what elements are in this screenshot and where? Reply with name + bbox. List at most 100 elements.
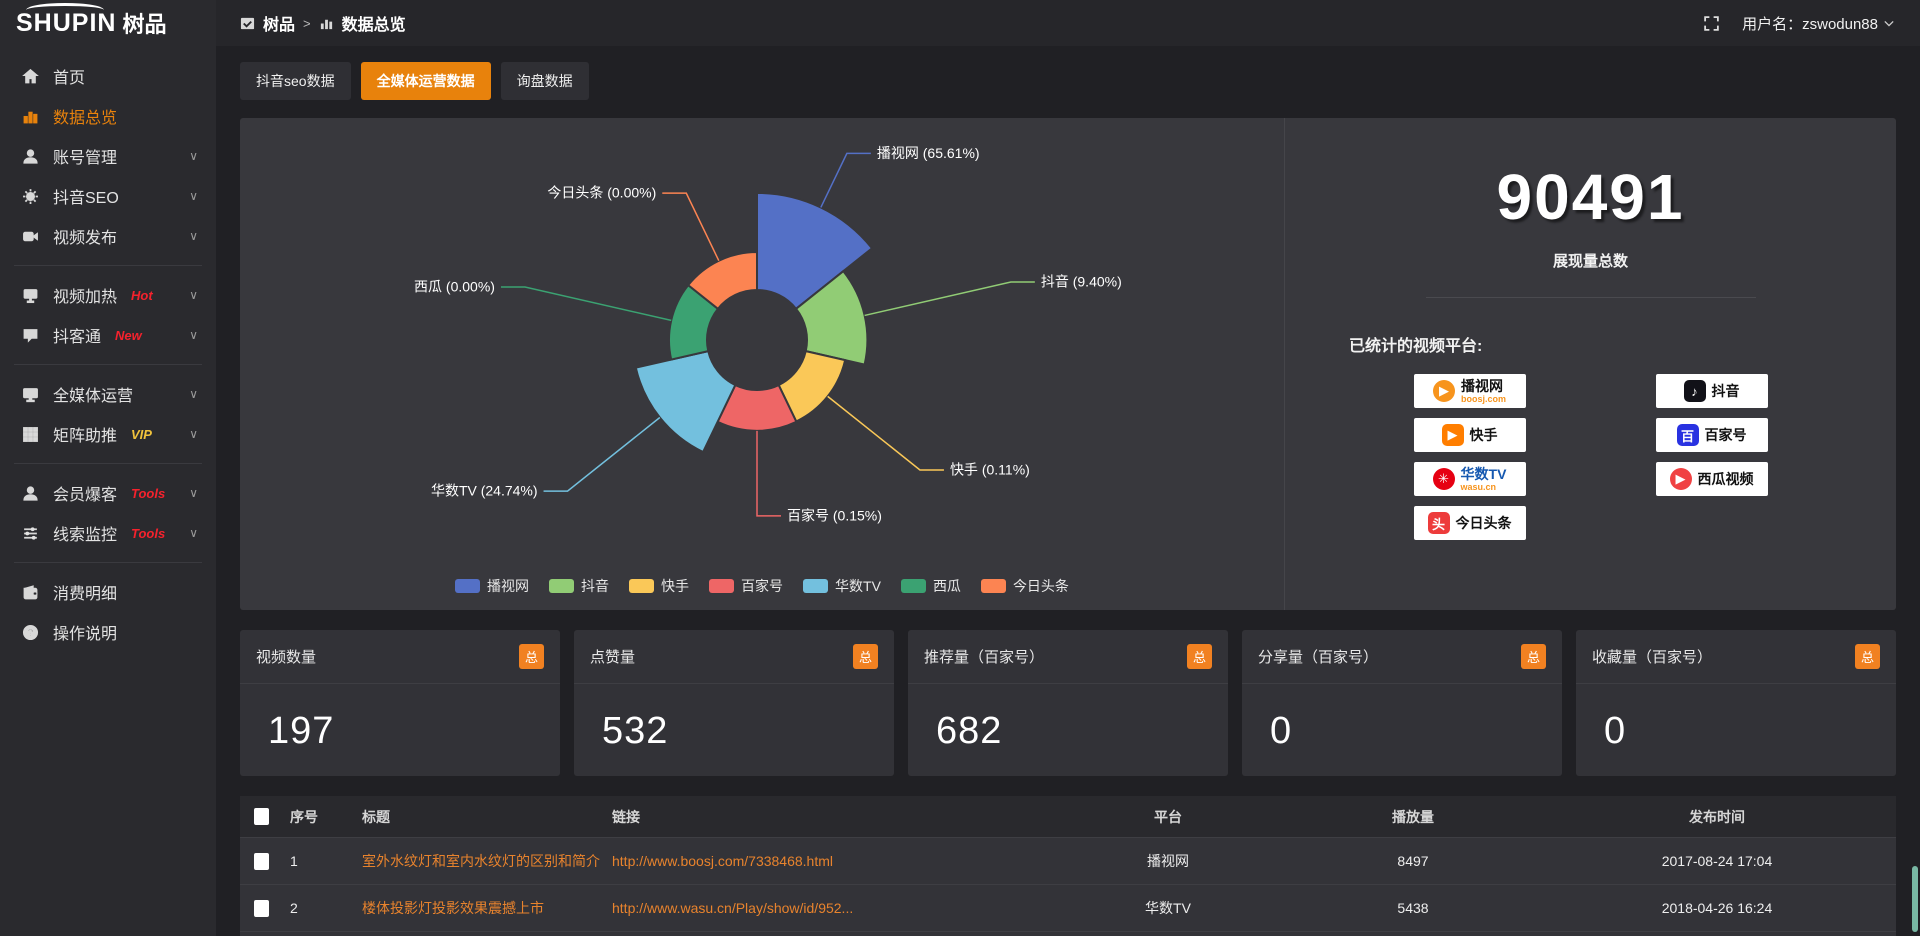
scrollbar-thumb[interactable] [1912, 866, 1918, 932]
user-menu[interactable]: 用户名：zswodun88 [1742, 13, 1894, 34]
sidebar-item-account-management[interactable]: 账号管理 ∨ [0, 136, 216, 176]
legend-item[interactable]: 百家号 [709, 576, 783, 596]
cell-no: 2 [290, 900, 298, 916]
cell-no: 1 [290, 853, 298, 869]
pie-slice-label: 西瓜 (0.00%) [414, 279, 495, 295]
card-value: 0 [1604, 710, 1627, 752]
board-icon [240, 17, 255, 29]
sidebar-item-lead-monitoring[interactable]: 线索监控 Tools ∨ [0, 513, 216, 553]
cell-plays: 5438 [1397, 900, 1429, 916]
main-content: 抖音seo数据 全媒体运营数据 询盘数据 播视网 (65.61%) 抖音 (9.4… [216, 46, 1920, 936]
sliders-icon [24, 526, 37, 540]
cell-title-link[interactable]: 楼体投影灯投影效果震撼上市 [362, 900, 544, 916]
baijiahao-logo-icon: 百 [1676, 424, 1699, 446]
cell-url-link[interactable]: http://www.wasu.cn/Play/show/id/952... [612, 900, 854, 916]
sidebar-item-member-baoke[interactable]: 会员爆客 Tools ∨ [0, 473, 216, 513]
select-all-checkbox[interactable] [254, 808, 269, 825]
tab-douyin-seo-data[interactable]: 抖音seo数据 [240, 62, 351, 100]
legend-item[interactable]: 抖音 [549, 576, 609, 596]
legend-swatch [629, 579, 655, 593]
legend-swatch [549, 579, 575, 593]
total-badge: 总 [519, 644, 544, 669]
sidebar-item-label: 会员爆客 [53, 487, 118, 504]
pie-slice[interactable] [686, 250, 758, 311]
sidebar-item-douketong[interactable]: 抖客通 New ∨ [0, 315, 216, 355]
sidebar-item-video-publish[interactable]: 视频发布 ∨ [0, 216, 216, 256]
platforms-grid: ▶ 播视网 boosj.com ♪ 抖音 ▶ 快手 百百家号 ✳ 华数TV wasu.cn … [1285, 374, 1896, 540]
label-leader-line [662, 192, 720, 262]
person-icon [23, 485, 38, 501]
tab-omnimedia-data[interactable]: 全媒体运营数据 [360, 62, 491, 100]
label-leader-line [827, 395, 944, 471]
presentation-board-icon [23, 288, 38, 303]
platform-name: 抖音 [1711, 383, 1740, 399]
cell-platform: 华数TV [1145, 900, 1191, 916]
stat-card-favorites: 收藏量（百家号） 总 0 [1576, 630, 1896, 776]
home-icon [22, 68, 39, 83]
chevron-down-icon: ∨ [189, 288, 198, 302]
sidebar-item-video-heat[interactable]: 视频加热 Hot ∨ [0, 275, 216, 315]
table-row: 2 楼体投影灯投影效果震撼上市 http://www.wasu.cn/Play/… [240, 884, 1896, 931]
sidebar-item-matrix-boost[interactable]: 矩阵助推 VIP ∨ [0, 414, 216, 454]
impressions-total: 90491 [1496, 161, 1685, 233]
fullscreen-icon[interactable] [1703, 15, 1720, 32]
platform-name: 华数TV [1460, 465, 1507, 482]
chart-legend: 播视网 抖音 快手 百家号 华数TV 西瓜 今日头条 [240, 576, 1284, 596]
platform-name: 今日头条 [1455, 515, 1512, 531]
card-value: 532 [602, 710, 669, 752]
sidebar-item-help[interactable]: ? 操作说明 [0, 612, 216, 652]
sidebar-item-omnimedia-operation[interactable]: 全媒体运营 ∨ [0, 374, 216, 414]
cell-title-link[interactable]: 室外水纹灯和室内水纹灯的区别和简介 [362, 853, 600, 869]
app-logo[interactable]: SHUPIN 树品 [0, 0, 216, 46]
sidebar-item-home[interactable]: 首页 [0, 56, 216, 96]
pie-slice[interactable] [794, 269, 869, 366]
legend-item[interactable]: 西瓜 [900, 576, 961, 596]
sidebar-item-label: 首页 [53, 70, 86, 87]
sidebar-item-label: 视频发布 [53, 230, 118, 247]
card-value: 0 [1270, 710, 1293, 752]
rose-chart[interactable]: 播视网 (65.61%) 抖音 (9.40%) 快手 (0.11%) 百家号 (0.1… [240, 118, 1284, 610]
row-checkbox[interactable] [254, 852, 269, 870]
stat-card-recommendations: 推荐量（百家号） 总 682 [908, 630, 1228, 776]
card-value: 197 [268, 710, 335, 752]
cell-url-link[interactable]: http://www.boosj.com/7338468.html [612, 853, 834, 869]
pie-slice[interactable] [756, 191, 874, 311]
sidebar-item-douyin-seo[interactable]: 抖音SEO ∨ [0, 176, 216, 216]
platform-badge-douyin: ♪ 抖音 [1655, 374, 1768, 408]
card-title: 收藏量（百家号） [1592, 649, 1713, 666]
platform-badge-wasu: ✳ 华数TV wasu.cn [1413, 462, 1526, 496]
chevron-down-icon: ∨ [189, 387, 198, 401]
legend-label: 今日头条 [1012, 578, 1069, 594]
col-header-plays: 播放量 [1392, 808, 1434, 825]
douyin-logo-icon: ♪ [1683, 380, 1706, 402]
card-value: 682 [936, 710, 1003, 752]
tab-inquiry-data[interactable]: 询盘数据 [500, 62, 589, 100]
sidebar-item-spend-details[interactable]: 消费明细 [0, 572, 216, 612]
legend-item[interactable]: 播视网 [455, 576, 529, 596]
sidebar-item-label: 抖客通 [53, 329, 102, 346]
pie-slice-label: 华数TV (24.74%) [431, 483, 538, 499]
legend-swatch [709, 579, 735, 593]
legend-item[interactable]: 华数TV [803, 576, 881, 596]
breadcrumb-home[interactable]: 树品 [263, 17, 296, 34]
section-divider [1425, 297, 1756, 298]
col-header-platform: 平台 [1154, 808, 1182, 825]
sidebar-divider [14, 463, 202, 464]
pie-slice-label: 今日头条 (0.00%) [547, 185, 656, 201]
total-badge: 总 [853, 644, 878, 669]
legend-item[interactable]: 今日头条 [980, 576, 1069, 596]
stat-card-shares: 分享量（百家号） 总 0 [1242, 630, 1562, 776]
row-checkbox[interactable] [254, 899, 269, 917]
grid-icon [23, 426, 38, 442]
pie-slice-label: 抖音 (9.40%) [1041, 274, 1122, 290]
legend-item[interactable]: 快手 [629, 576, 689, 596]
chevron-down-icon: ∨ [189, 328, 198, 342]
pie-slice[interactable] [634, 349, 737, 454]
legend-label: 抖音 [581, 578, 610, 594]
sidebar-item-label: 数据总览 [53, 110, 118, 127]
chevron-down-icon: ∨ [189, 189, 198, 203]
pie-slice-label: 快手 (0.11%) [950, 461, 1030, 477]
legend-label: 播视网 [487, 578, 530, 594]
sidebar-item-data-overview[interactable]: 数据总览 [0, 96, 216, 136]
sidebar-item-label: 抖音SEO [53, 190, 119, 207]
